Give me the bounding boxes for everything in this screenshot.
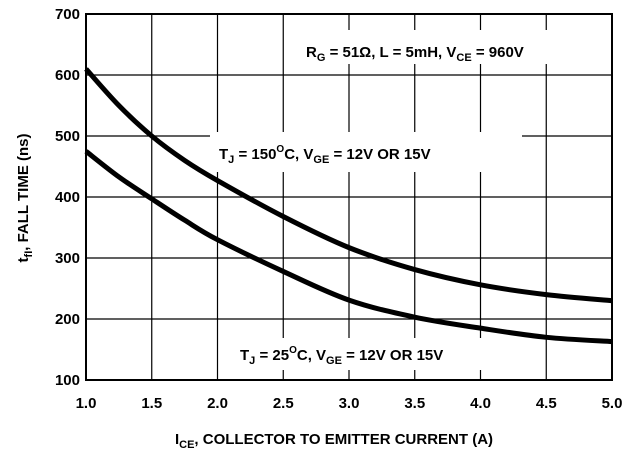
y-tick-label: 700: [55, 6, 80, 23]
upper-curve-annotation-bg: [210, 132, 522, 172]
y-tick-label: 300: [55, 250, 80, 267]
x-tick-labels: 1.0 1.5 2.0 2.5 3.0 3.5 4.0 4.5 5.0: [76, 395, 623, 412]
grid: [85, 13, 613, 381]
y-tick-labels: 100 200 300 400 500 600 700: [55, 6, 80, 389]
upper-curve-annotation: TJ = 150OC, VGE = 12V OR 15V: [219, 144, 431, 166]
x-tick-label: 2.5: [273, 395, 294, 412]
y-tick-label: 500: [55, 128, 80, 145]
x-tick-label: 4.5: [536, 395, 557, 412]
lower-curve-annotation: TJ = 25OC, VGE = 12V OR 15V: [240, 345, 443, 367]
series-line-tj-25c: [84, 149, 613, 345]
y-tick-label: 400: [55, 189, 80, 206]
conditions-annotation-bg: [298, 30, 610, 64]
x-tick-label: 2.0: [207, 395, 228, 412]
x-axis-title: ICE, COLLECTOR TO EMITTER CURRENT (A): [175, 431, 493, 451]
series-group: [84, 67, 613, 345]
lower-curve-annotation-bg: [236, 338, 514, 370]
series-line-tj-150c: [84, 67, 613, 304]
x-tick-label: 3.5: [404, 395, 425, 412]
x-tick-label: 5.0: [602, 395, 623, 412]
x-tick-label: 4.0: [470, 395, 491, 412]
y-tick-label: 200: [55, 311, 80, 328]
x-tick-label: 3.0: [339, 395, 360, 412]
conditions-annotation: RG = 51Ω, L = 5mH, VCE = 960V: [306, 44, 524, 64]
plot-frame: [85, 13, 613, 381]
x-tick-label: 1.5: [141, 395, 162, 412]
x-tick-label: 1.0: [76, 395, 97, 412]
y-axis-title: tfI, FALL TIME (ns): [15, 134, 35, 263]
y-tick-label: 600: [55, 67, 80, 84]
y-tick-label: 100: [55, 372, 80, 389]
